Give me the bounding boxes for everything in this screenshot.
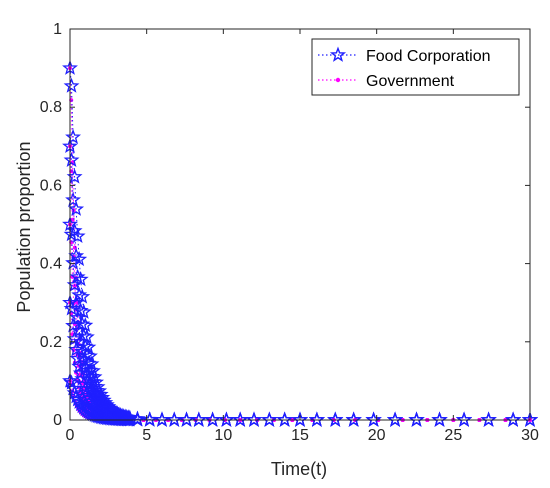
data-point-star <box>63 151 80 168</box>
x-tick-label: 15 <box>291 427 309 444</box>
data-point-star <box>75 303 92 319</box>
series-0-curve-4 <box>62 59 538 427</box>
data-point-star <box>68 247 85 263</box>
data-point-star <box>69 227 86 244</box>
y-tick-label: 0.2 <box>40 334 62 351</box>
series-1-curve-4 <box>68 66 532 422</box>
x-tick-label: 0 <box>66 427 75 444</box>
x-tick-label: 30 <box>521 427 539 444</box>
data-point-star <box>81 347 98 364</box>
y-axis-label: Population proportion <box>14 141 34 312</box>
data-point-star <box>345 411 362 427</box>
x-axis-label: Time(t) <box>271 459 327 479</box>
data-point-star <box>65 128 82 144</box>
data-point-star <box>522 411 538 427</box>
series-1-curve-2 <box>68 222 532 422</box>
y-tick-label: 0.8 <box>40 99 62 116</box>
data-point-star <box>89 378 106 394</box>
data-point-star <box>166 411 183 427</box>
x-tick-label: 5 <box>142 427 151 444</box>
series-line <box>69 302 530 421</box>
plot-area <box>62 59 538 427</box>
data-point-star <box>63 300 80 316</box>
data-point-star <box>65 254 82 270</box>
legend-item-food-corporation: Food Corporation <box>318 46 491 65</box>
data-point-star <box>121 409 138 425</box>
data-point-star <box>431 411 448 427</box>
data-point-star <box>408 411 425 427</box>
data-point-star <box>505 411 522 427</box>
legend-label-food-corporation: Food Corporation <box>366 48 491 65</box>
y-tick-label: 0.6 <box>40 177 62 194</box>
series-line <box>69 224 530 421</box>
data-point-star <box>261 411 278 427</box>
legend: Food Corporation Government <box>311 38 520 96</box>
data-point-star <box>68 200 85 216</box>
series-1-curve-3 <box>68 144 532 422</box>
legend-item-government: Government <box>318 73 455 90</box>
data-point-star <box>178 411 195 427</box>
data-point-star <box>91 382 108 398</box>
data-point-star <box>129 410 146 426</box>
legend-box <box>311 38 520 96</box>
data-point-star <box>74 288 91 304</box>
data-point-dot <box>72 284 77 288</box>
series-0-curve-3 <box>62 137 538 427</box>
series-line <box>69 68 530 421</box>
y-tick-label: 1 <box>53 21 62 38</box>
series-line <box>69 302 530 421</box>
series-line <box>69 146 530 421</box>
series-1-curve-1 <box>68 300 532 422</box>
data-point-star <box>190 411 207 427</box>
data-point-star <box>92 386 109 402</box>
data-point-star <box>218 411 235 427</box>
data-point-star <box>72 271 89 287</box>
y-tick-label: 0.4 <box>40 256 62 273</box>
data-point-star <box>276 411 293 427</box>
data-point-star <box>292 411 308 427</box>
data-point-star <box>78 328 95 344</box>
data-point-star <box>232 411 249 427</box>
data-point-star <box>154 411 170 427</box>
series-0-curve-2 <box>62 216 538 427</box>
data-point-star <box>456 411 473 427</box>
series-0-curve-1 <box>62 294 538 427</box>
data-point-star <box>387 411 404 427</box>
data-point-star <box>71 251 88 267</box>
legend-marker-food-corporation <box>329 46 347 62</box>
data-point-star <box>246 411 262 427</box>
legend-marker-government <box>335 77 341 83</box>
data-point-star <box>365 411 382 427</box>
data-point-star <box>77 317 94 333</box>
series-line <box>69 146 530 421</box>
x-tick-label: 20 <box>368 427 386 444</box>
series-line <box>69 224 530 421</box>
axes: 0 5 10 15 20 25 30 0 0.2 0.4 0.6 0.8 1 <box>40 21 539 444</box>
y-tick-label: 0 <box>53 412 62 429</box>
data-point-star <box>204 411 221 427</box>
x-tick-label: 10 <box>214 427 232 444</box>
data-point-star <box>327 411 344 427</box>
data-point-star <box>141 411 158 427</box>
legend-label-government: Government <box>366 73 455 90</box>
x-tick-label: 25 <box>444 427 462 444</box>
data-point-star <box>80 338 97 355</box>
data-point-star <box>63 77 80 93</box>
data-point-star <box>480 411 497 427</box>
data-point-star <box>65 191 82 207</box>
data-point-star <box>308 411 325 427</box>
series-line <box>69 68 530 421</box>
